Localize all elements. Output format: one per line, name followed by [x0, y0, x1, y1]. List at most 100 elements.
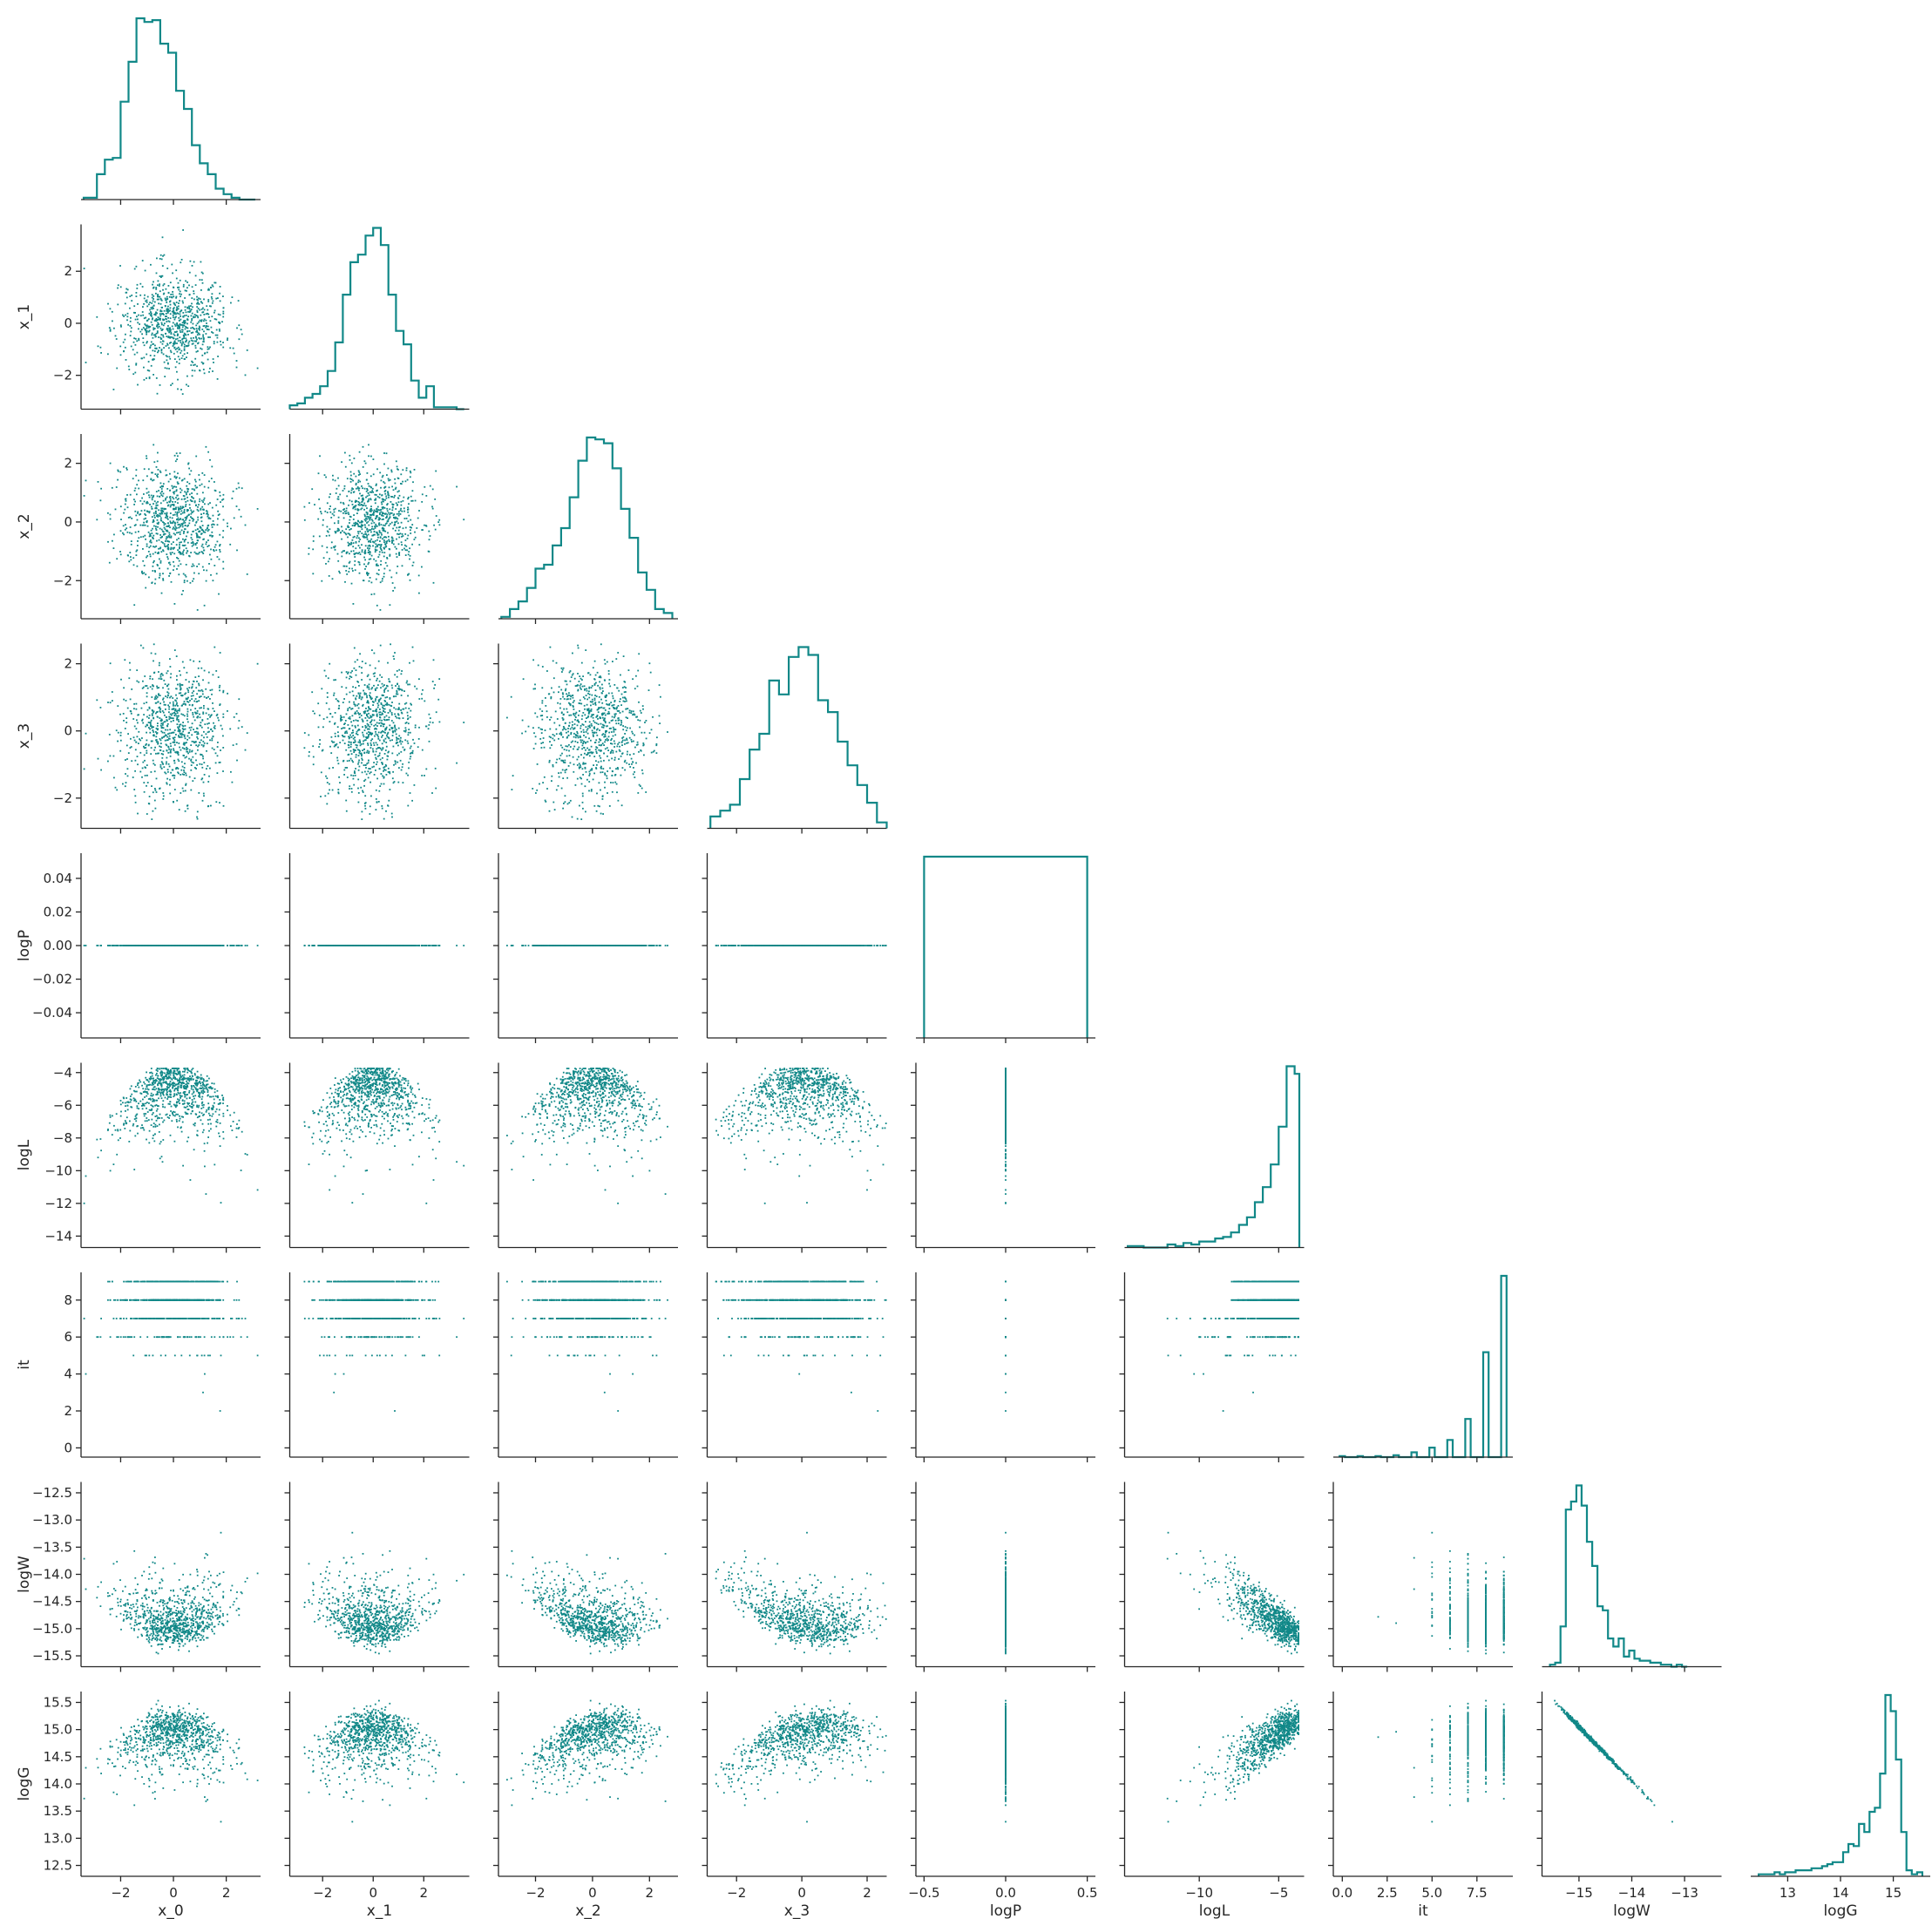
data-point: [150, 541, 153, 544]
data-point: [161, 509, 163, 512]
data-point: [191, 265, 193, 267]
data-point: [232, 347, 234, 349]
data-point: [220, 343, 222, 346]
data-point: [134, 795, 137, 797]
data-point: [192, 683, 193, 686]
data-point: [160, 299, 163, 302]
data-point: [311, 691, 314, 694]
data-point: [140, 510, 143, 512]
data-point: [172, 272, 173, 275]
data-point: [333, 511, 336, 513]
data-point: [195, 504, 197, 506]
data-point: [186, 756, 187, 758]
data-point: [349, 788, 350, 790]
data-point: [185, 505, 186, 507]
data-point: [198, 695, 200, 698]
data-point: [396, 512, 398, 515]
data-point: [207, 288, 209, 291]
data-point: [172, 547, 174, 549]
data-point: [417, 746, 419, 749]
data-point: [157, 565, 159, 566]
data-point: [348, 490, 350, 492]
data-point: [177, 327, 179, 329]
data-point: [165, 469, 167, 471]
data-point: [185, 519, 186, 521]
data-point: [387, 751, 390, 754]
data-point: [568, 749, 570, 752]
data-point: [392, 782, 395, 784]
data-point: [215, 801, 218, 804]
data-point: [371, 490, 374, 492]
data-point: [170, 751, 172, 754]
data-point: [125, 759, 126, 761]
data-point: [177, 506, 180, 509]
data-point: [392, 514, 395, 517]
data-point: [408, 514, 410, 517]
data-point: [401, 565, 403, 567]
data-point: [595, 681, 597, 684]
data-point: [189, 310, 191, 313]
data-point: [202, 508, 205, 511]
data-point: [358, 497, 360, 499]
data-point: [597, 723, 600, 725]
data-point: [136, 565, 139, 567]
data-point: [357, 702, 360, 705]
data-point: [168, 575, 170, 577]
data-point: [202, 307, 204, 309]
data-point: [181, 765, 184, 768]
data-point: [376, 496, 379, 498]
data-point: [174, 349, 177, 350]
data-point: [144, 524, 146, 526]
data-point: [179, 358, 180, 361]
data-point: [166, 268, 169, 269]
data-point: [181, 526, 184, 528]
data-point: [109, 329, 112, 332]
data-point: [369, 747, 372, 749]
data-point: [162, 541, 164, 544]
data-point: [342, 736, 344, 738]
data-point: [187, 524, 189, 526]
data-point: [574, 736, 577, 739]
data-point: [196, 295, 198, 298]
data-point: [638, 653, 641, 655]
data-point: [153, 561, 154, 564]
data-point: [145, 517, 146, 519]
data-point: [188, 307, 190, 309]
data-point: [198, 321, 200, 323]
data-point: [354, 770, 356, 772]
data-point: [194, 752, 197, 755]
data-point: [552, 660, 554, 662]
data-point: [229, 543, 232, 546]
data-point: [337, 559, 340, 562]
data-point: [149, 309, 151, 311]
data-point: [362, 790, 363, 792]
data-point: [193, 298, 195, 301]
data-point: [184, 544, 186, 546]
data-point: [168, 715, 171, 718]
data-point: [190, 533, 193, 536]
data-point: [371, 534, 374, 537]
data-point: [154, 571, 156, 573]
data-point: [170, 553, 172, 556]
data-point: [150, 771, 153, 773]
data-point: [135, 554, 138, 556]
data-point: [219, 292, 220, 295]
data-point: [182, 229, 184, 231]
data-point: [207, 805, 209, 808]
data-point: [395, 685, 397, 687]
data-point: [154, 313, 157, 315]
data-point: [167, 540, 169, 543]
data-point: [380, 509, 383, 511]
data-point: [119, 713, 121, 715]
data-point: [161, 762, 164, 764]
data-point: [206, 512, 207, 515]
data-point: [396, 736, 397, 739]
data-point: [176, 324, 179, 327]
data-point: [155, 504, 158, 506]
data-point: [370, 522, 373, 525]
data-point: [238, 698, 241, 701]
data-point: [187, 463, 189, 465]
data-point: [369, 726, 371, 728]
data-point: [158, 349, 159, 352]
data-point: [349, 516, 352, 518]
